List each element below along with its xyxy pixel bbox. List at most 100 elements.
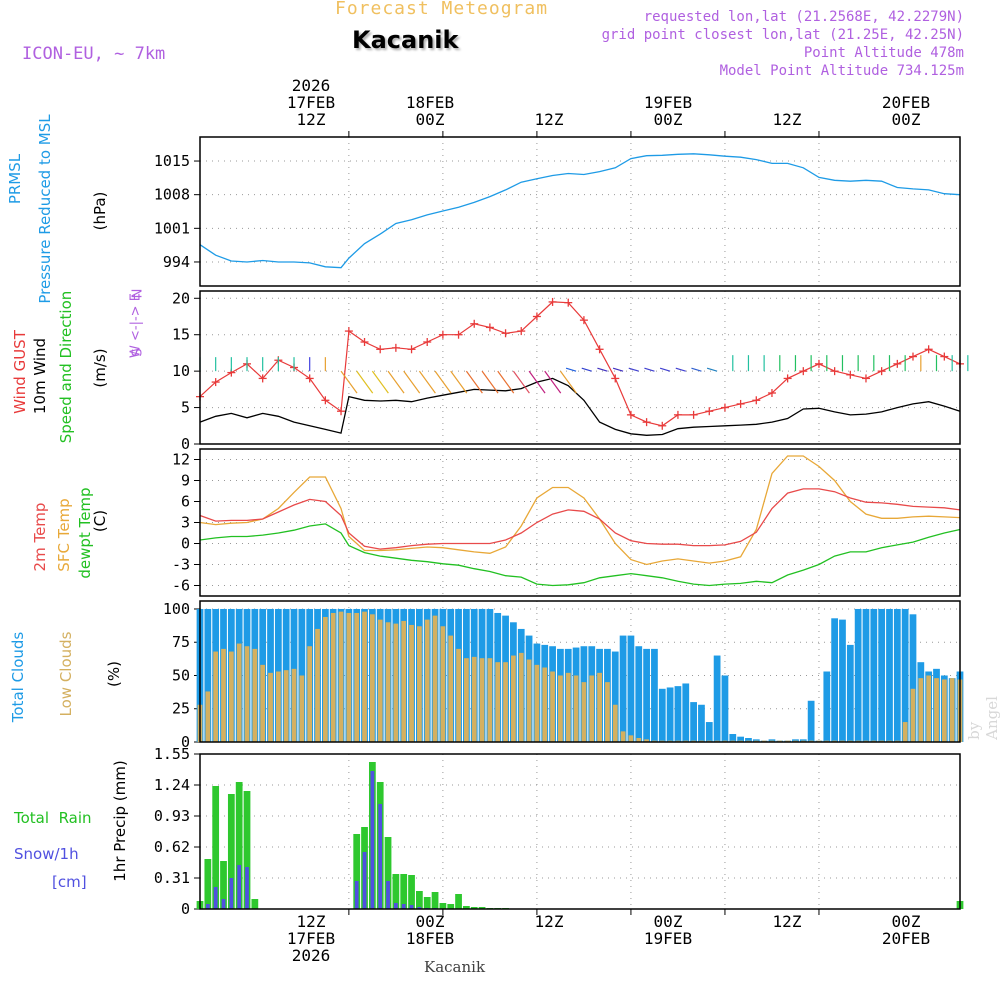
total-cloud-bar	[846, 644, 854, 742]
gridpoint-coords: grid point closest lon,lat (21.25E, 42.2…	[601, 27, 964, 43]
snow-bar	[221, 899, 226, 909]
low-cloud-bar	[417, 626, 422, 742]
snow-bar	[386, 881, 390, 909]
low-cloud-bar	[934, 678, 939, 742]
low-cloud-bar	[338, 611, 344, 742]
panel-4: 0 0.31 0.62 0.93 1.24 1.55	[154, 745, 964, 918]
y-tick-label: -3	[172, 556, 190, 574]
low-cloud-bar	[918, 678, 924, 742]
y-tick-label: 20	[172, 289, 190, 307]
total-cloud-bar	[745, 738, 752, 742]
low-cloud-bar	[479, 658, 485, 742]
rain-bar	[439, 903, 447, 909]
rain-bar	[243, 791, 251, 909]
time-label-top: 18FEB 00Z	[405, 93, 455, 129]
time-label-bottom: 00Z 18FEB	[405, 912, 455, 948]
low-cloud-bar	[432, 615, 438, 742]
low-cloud-bar	[448, 635, 454, 742]
total-cloud-bar	[619, 635, 627, 742]
snow-bar	[409, 905, 414, 909]
wind-arrow	[565, 367, 577, 372]
time-label-top: 12Z	[534, 110, 564, 129]
total-cloud-bar	[705, 722, 713, 742]
snow-bar	[417, 907, 422, 909]
low-cloud-bar	[550, 671, 555, 742]
rain-bar	[423, 897, 431, 909]
panel-frame	[199, 290, 961, 445]
low-cloud-bar	[503, 662, 508, 742]
y-tick-label: 5	[181, 399, 190, 417]
low-cloud-bar	[252, 648, 258, 742]
panel-frame	[199, 448, 961, 597]
wind-arrow	[481, 370, 499, 394]
y-tick-label: 1001	[154, 219, 190, 237]
time-label-top: 19FEB 00Z	[643, 93, 693, 129]
model-altitude: Model Point Altitude 734.125m	[719, 63, 964, 79]
snow-bar	[401, 904, 406, 909]
y-tick-label: 0.31	[154, 869, 190, 887]
y-tick-label: 6	[181, 493, 190, 511]
low-cloud-bar	[260, 664, 266, 742]
time-label-top: 20FEB 00Z	[881, 93, 931, 129]
wind-arrow	[644, 367, 655, 372]
total-cloud-bar	[729, 734, 737, 742]
wind-arrow	[581, 367, 592, 372]
low-cloud-bar	[926, 675, 932, 742]
total-cloud-bar	[909, 614, 917, 742]
low-cloud-bar	[644, 739, 649, 742]
rain-bar	[384, 837, 392, 909]
panel-frame	[199, 136, 961, 287]
total-cloud-bar	[698, 704, 705, 742]
rain-bar	[392, 874, 400, 909]
low-cloud-bar	[534, 664, 540, 742]
snow-bar	[393, 903, 398, 909]
rain-bar	[212, 786, 220, 909]
rain-bar	[470, 907, 478, 909]
low-cloud-bar	[393, 623, 399, 742]
total-cloud-bar	[690, 702, 697, 742]
total-cloud-bar	[854, 608, 862, 742]
total-cloud-bar	[839, 619, 846, 742]
wind-arrow	[403, 370, 421, 394]
y-tick-label: 0.62	[154, 838, 190, 856]
panel-frame	[199, 600, 961, 743]
requested-coords: requested lon,lat (21.2568E, 42.2279N)	[643, 9, 964, 25]
wind-arrow	[706, 367, 718, 372]
total-cloud-bar	[886, 608, 893, 742]
wind-arrow	[450, 370, 468, 394]
rain-bar	[447, 904, 455, 909]
point-altitude: Point Altitude 478m	[803, 45, 964, 61]
wind-arrow	[387, 370, 405, 394]
low-cloud-bar	[401, 620, 407, 742]
wind-arrow	[597, 367, 608, 372]
low-cloud-bar	[236, 643, 242, 742]
wind-arrow	[356, 370, 374, 394]
low-cloud-bar	[424, 619, 430, 742]
low-cloud-bar	[409, 624, 414, 742]
y-tick-label: 994	[163, 253, 190, 271]
wind-arrow	[612, 367, 624, 372]
wind-arrow	[628, 367, 639, 372]
total-cloud-bar	[870, 608, 878, 742]
wind-arrow	[512, 370, 530, 394]
y-tick-label: 0	[181, 900, 190, 918]
total-cloud-bar	[682, 683, 690, 742]
bottom-location: Kacanik	[424, 958, 486, 976]
low-cloud-bar	[487, 658, 493, 742]
dewpt-line	[199, 523, 961, 587]
low-cloud-bar	[315, 628, 320, 742]
panel-frame	[199, 753, 961, 910]
low-cloud-bar	[330, 612, 336, 742]
low-cloud-bar	[283, 670, 289, 742]
low-cloud-bar	[495, 662, 501, 742]
wind-arrow	[544, 370, 562, 394]
low-cloud-bar	[573, 675, 579, 742]
y-tick-label: 0.93	[154, 807, 190, 825]
panel-0: 994 1001 1008 1015	[154, 137, 961, 286]
low-cloud-bar	[558, 675, 563, 742]
wind-arrow	[659, 367, 671, 372]
pressure-line	[199, 153, 961, 269]
rain-cm-label: [cm]	[52, 873, 87, 891]
low-cloud-bar	[205, 691, 211, 742]
